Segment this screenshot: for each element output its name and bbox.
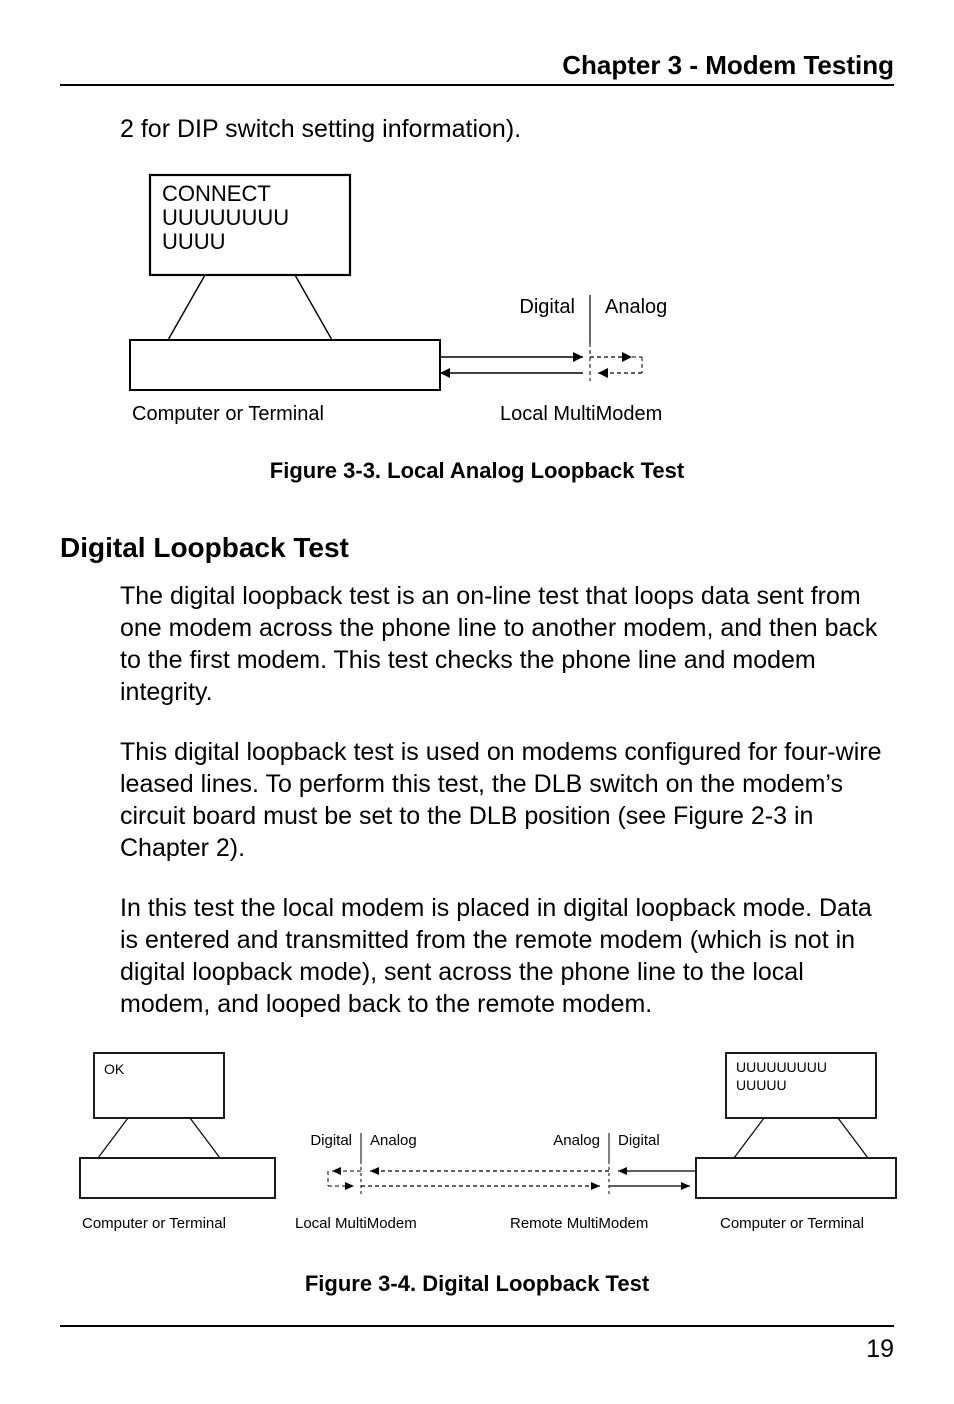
page-number: 19 [60,1335,894,1364]
intro-text: 2 for DIP switch setting information). [120,114,894,145]
screen-line-3: UUUU [162,229,226,254]
label-modem: Local MultiModem [500,403,662,425]
label-c: Remote MultiModem [510,1215,648,1232]
figure-3-4-caption: Figure 3-4. Digital Loopback Test [60,1271,894,1297]
remote-digital: Digital [618,1132,660,1149]
page-footer: 19 [60,1325,894,1364]
paragraph-3: In this test the local modem is placed i… [120,892,894,1020]
figure-3-3-diagram: CONNECT UUUUUUUU UUUU Digital Analog [120,165,894,440]
label-b: Local MultiModem [295,1215,417,1232]
figure-3-4-diagram: OK Digital Analog Analog Digital UUUUUUU… [70,1048,894,1253]
label-computer: Computer or Terminal [132,403,324,425]
local-analog: Analog [370,1132,417,1149]
screen-line-1: CONNECT [162,181,271,206]
page-header: Chapter 3 - Modem Testing [60,50,894,86]
right-screen-line-1: UUUUUUUUU [736,1059,827,1075]
paragraph-1: The digital loopback test is an on-line … [120,580,894,708]
left-screen-text: OK [104,1061,125,1077]
loopback-digital-svg: OK Digital Analog Analog Digital UUUUUUU… [70,1048,900,1248]
loopback-analog-svg: CONNECT UUUUUUUU UUUU Digital Analog [120,165,760,435]
label-d: Computer or Terminal [720,1215,864,1232]
divider-digital: Digital [519,296,575,318]
section-heading: Digital Loopback Test [60,532,894,564]
right-screen-line-2: UUUUU [736,1077,787,1093]
local-digital: Digital [310,1132,352,1149]
chapter-title: Chapter 3 - Modem Testing [60,50,894,81]
paragraph-2: This digital loopback test is used on mo… [120,736,894,864]
remote-analog: Analog [553,1132,600,1149]
screen-line-2: UUUUUUUU [162,205,289,230]
divider-analog: Analog [605,296,667,318]
label-a: Computer or Terminal [82,1215,226,1232]
figure-3-3-caption: Figure 3-3. Local Analog Loopback Test [60,458,894,484]
